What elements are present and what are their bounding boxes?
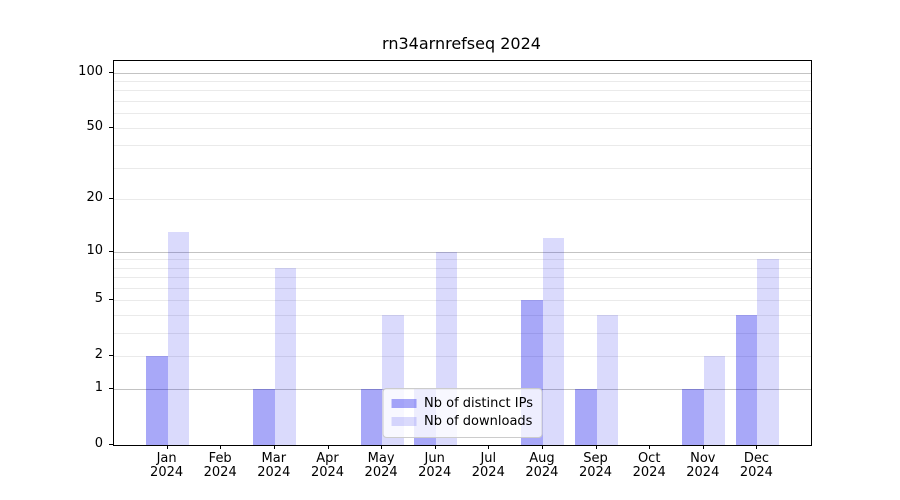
y-tick-mark-1 [109, 388, 114, 390]
bar-distinct-ips-jan [146, 356, 168, 445]
y-tick-label-50: 50 [86, 118, 103, 134]
x-tick-label-mar: Mar 2024 [257, 451, 291, 480]
x-tick-mark-apr [327, 445, 329, 449]
gridline-minor-2 [114, 356, 811, 358]
bar-downloads-sep [596, 315, 618, 445]
y-tick-label-2: 2 [94, 347, 103, 363]
y-tick-mark-100 [109, 71, 114, 73]
bar-distinct-ips-may [360, 389, 383, 445]
gridline-major-100 [114, 72, 811, 74]
y-tick-mark-20 [109, 198, 114, 200]
legend-item-downloads: Nb of downloads [391, 413, 533, 430]
y-tick-label-100: 100 [78, 63, 103, 79]
gridline-minor-50 [114, 127, 811, 129]
y-tick-mark-50 [109, 126, 114, 128]
bar-downloads-mar [274, 267, 297, 445]
gridline-minor-5 [114, 300, 811, 302]
x-tick-mark-sep [595, 445, 597, 449]
x-tick-label-oct: Oct 2024 [632, 451, 666, 480]
legend-label-downloads: Nb of downloads [424, 414, 533, 429]
bar-downloads-aug [542, 238, 565, 445]
gridline-minor-3 [114, 333, 811, 335]
x-tick-mark-oct [649, 445, 651, 449]
gridline-minor-30 [114, 167, 811, 169]
plot-area: Nb of distinct IPs Nb of downloads [113, 60, 812, 446]
y-tick-mark-2 [109, 355, 114, 357]
gridline-major-10 [114, 251, 811, 253]
gridline-minor-20 [114, 199, 811, 201]
gridline-minor-40 [114, 145, 811, 147]
y-tick-label-20: 20 [86, 190, 103, 206]
bar-downloads-nov [703, 356, 726, 445]
gridline-minor-8 [114, 267, 811, 269]
x-tick-label-nov: Nov 2024 [686, 451, 720, 480]
x-tick-mark-dec [756, 445, 758, 449]
bar-downloads-dec [757, 259, 779, 445]
y-tick-mark-0 [109, 444, 114, 445]
x-tick-label-aug: Aug 2024 [525, 451, 559, 480]
x-tick-label-may: May 2024 [364, 451, 398, 480]
x-tick-label-apr: Apr 2024 [310, 451, 345, 480]
x-tick-label-jan: Jan 2024 [150, 451, 184, 480]
gridline-minor-60 [114, 113, 811, 115]
x-tick-label-sep: Sep 2024 [578, 451, 613, 480]
y-tick-label-0: 0 [94, 436, 103, 451]
x-tick-mark-jan [166, 445, 168, 449]
legend-swatch-downloads [391, 417, 417, 426]
bar-distinct-ips-mar [253, 389, 275, 445]
x-tick-mark-may [381, 445, 383, 449]
y-tick-mark-5 [109, 299, 114, 301]
x-tick-label-jul: Jul 2024 [471, 451, 505, 480]
x-tick-mark-nov [702, 445, 704, 449]
x-tick-mark-aug [541, 445, 543, 449]
chart-title: rn34arnrefseq 2024 [382, 34, 541, 53]
gridline-minor-6 [114, 288, 811, 289]
gridline-minor-7 [114, 277, 811, 279]
gridline-minor-9 [114, 259, 811, 261]
x-tick-mark-jul [488, 445, 490, 449]
x-tick-label-dec: Dec 2024 [739, 451, 773, 480]
gridline-minor-70 [114, 101, 811, 102]
x-tick-mark-mar [273, 445, 275, 449]
y-tick-label-10: 10 [86, 242, 103, 258]
x-tick-label-feb: Feb 2024 [203, 451, 237, 480]
x-tick-label-jun: Jun 2024 [418, 451, 452, 480]
bar-distinct-ips-sep [575, 389, 597, 445]
gridline-minor-4 [114, 315, 811, 317]
y-tick-mark-10 [109, 250, 114, 252]
legend-item-distinct-ips: Nb of distinct IPs [391, 395, 533, 412]
legend: Nb of distinct IPs Nb of downloads [382, 388, 543, 438]
bar-distinct-ips-dec [735, 315, 758, 445]
bar-distinct-ips-nov [682, 389, 704, 445]
legend-swatch-distinct-ips [391, 399, 417, 408]
x-tick-mark-feb [220, 445, 222, 449]
x-tick-mark-jun [434, 445, 436, 449]
y-tick-label-1: 1 [94, 380, 103, 396]
bar-downloads-jan [167, 232, 190, 445]
legend-label-distinct-ips: Nb of distinct IPs [424, 396, 533, 411]
y-tick-label-5: 5 [94, 291, 103, 307]
gridline-minor-80 [114, 90, 811, 92]
gridline-minor-90 [114, 81, 811, 82]
